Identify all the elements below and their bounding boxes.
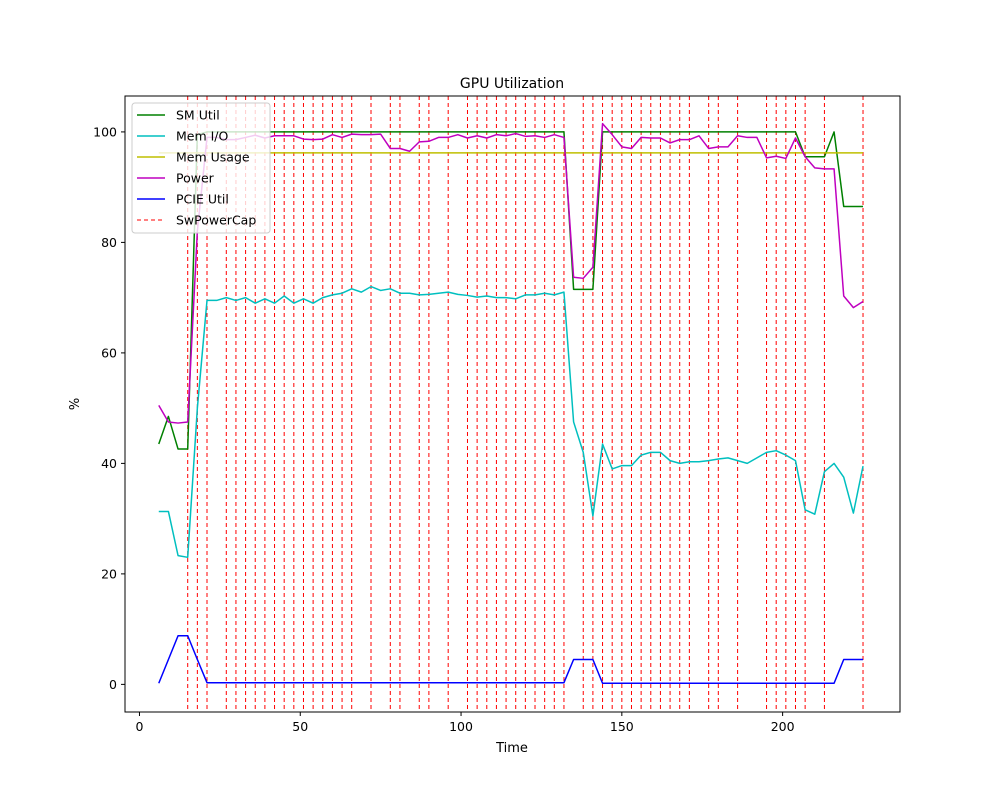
y-tick-label: 100 bbox=[93, 124, 117, 139]
legend-label-swpowercap: SwPowerCap bbox=[176, 213, 256, 228]
series-layer bbox=[158, 122, 864, 685]
x-axis: 0 50 100 150 200 bbox=[135, 712, 795, 734]
series-line-sm-util bbox=[158, 131, 864, 450]
series-line-mem-i-o bbox=[158, 285, 864, 559]
x-tick-label: 200 bbox=[771, 719, 795, 734]
x-tick-label: 150 bbox=[610, 719, 634, 734]
x-tick-label: 50 bbox=[292, 719, 308, 734]
y-axis: 0 20 40 60 80 100 bbox=[93, 124, 125, 692]
legend-label-mem-i-o: Mem I/O bbox=[176, 129, 229, 144]
legend-label-pcie-util: PCIE Util bbox=[176, 192, 229, 207]
y-axis-label: % bbox=[68, 398, 83, 410]
x-tick-label: 100 bbox=[449, 719, 473, 734]
legend-box bbox=[131, 102, 271, 234]
y-tick-label: 80 bbox=[101, 235, 117, 250]
legend: SM Util Mem I/O Mem Usage Power PCIE Util SwP… bbox=[131, 102, 271, 234]
x-axis-label: Time bbox=[495, 741, 528, 756]
y-tick-label: 40 bbox=[101, 456, 117, 471]
y-tick-label: 20 bbox=[101, 566, 117, 581]
y-tick-label: 0 bbox=[109, 677, 117, 692]
legend-label-sm-util: SM Util bbox=[176, 108, 220, 123]
vlines-layer bbox=[187, 96, 864, 712]
x-tick-label: 0 bbox=[135, 719, 143, 734]
plot-area-frame bbox=[124, 95, 901, 713]
legend-label-power: Power bbox=[176, 171, 215, 186]
legend-label-mem-usage: Mem Usage bbox=[176, 150, 250, 165]
series-line-power bbox=[158, 122, 864, 424]
series-line-pcie-util bbox=[158, 635, 864, 685]
chart-title: GPU Utilization bbox=[460, 76, 564, 92]
y-tick-label: 60 bbox=[101, 345, 117, 360]
